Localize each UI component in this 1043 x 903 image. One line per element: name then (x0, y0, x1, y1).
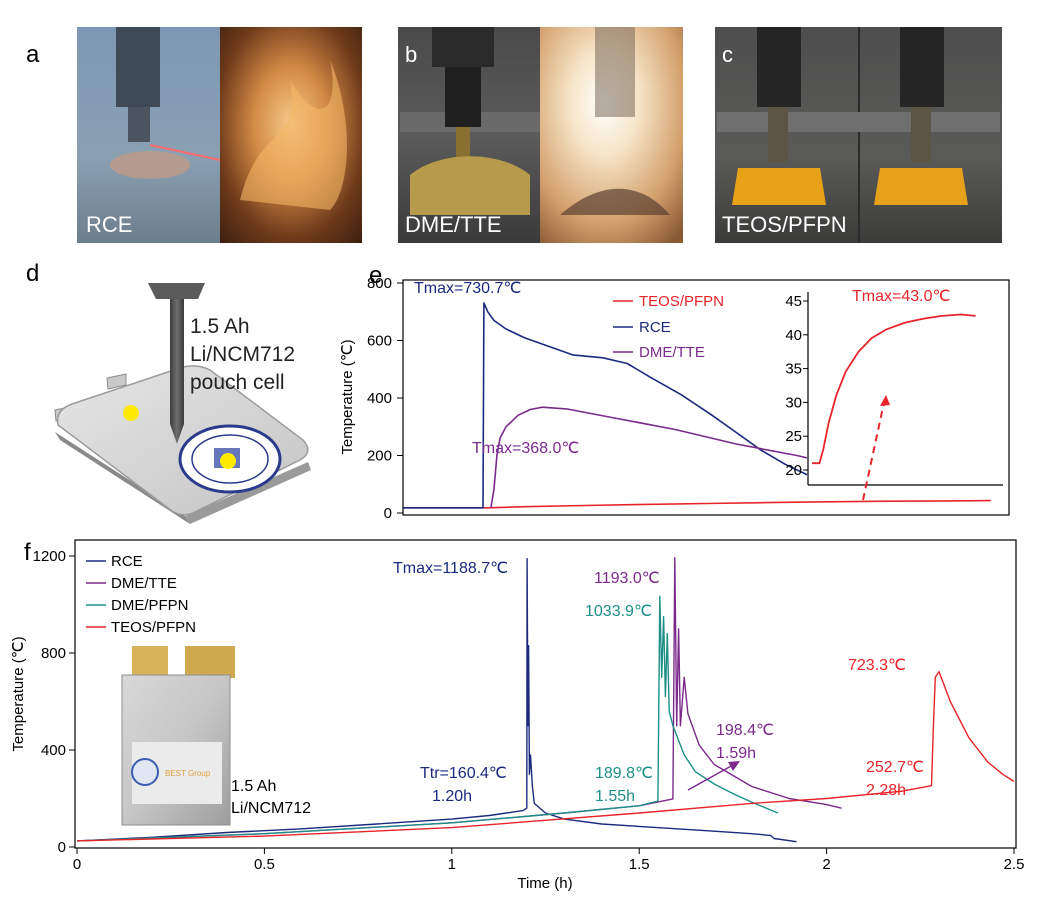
inset-ytick-label: 35 (785, 361, 802, 378)
chart-f-ytick-label: 400 (41, 742, 66, 759)
pouch-tab-left (132, 646, 168, 678)
plate-edge-left (55, 432, 190, 524)
chart-f-legend: RCE DME/TTE DME/PFPN TEOS/PFPN (86, 553, 196, 636)
cell-label-d: 1.5 Ah Li/NCM712 pouch cell (190, 315, 295, 394)
inset-ytick-label: 25 (785, 428, 802, 445)
chart-f-ylabel: Temperature (℃) (10, 636, 27, 751)
annotation-f-teos-pfpn-ttr: 252.7℃ (866, 759, 924, 776)
annotation-f-rce-time: 1.20h (432, 788, 472, 805)
chart-f-xtick-label: 2 (822, 856, 830, 873)
chart-e: e 0 200 400 600 800 Temperature (℃) TEOS/PFP… (339, 262, 1010, 522)
chart-f-xtick-label: 1 (448, 856, 456, 873)
photo-panel-b: b DME/TTE (398, 27, 683, 243)
annotation-f-dme-pfpn-time: 1.55h (595, 788, 635, 805)
annotation-f-teos-pfpn-tmax: 723.3℃ (848, 657, 906, 674)
chart-e-ytick-label: 200 (367, 448, 392, 465)
panel-label-e: e (369, 262, 382, 289)
chart-f-xtick-label: 2.5 (1004, 856, 1025, 873)
annotation-e-dme-tte-tmax: Tmax=368.0℃ (472, 440, 579, 457)
cell-label-f-chemistry: Li/NCM712 (231, 800, 311, 817)
chart-f-line-dme-pfpn (76, 595, 779, 842)
pouch-tab-right (185, 646, 235, 678)
photo-panel-c: c TEOS/PFPN (715, 27, 1002, 243)
inset-ytick-label: 20 (785, 462, 802, 479)
chart-f-xtick-label: 0.5 (254, 856, 275, 873)
chart-e-line-rce (403, 302, 828, 509)
chart-f-ytick-label: 1200 (33, 548, 66, 565)
chart-e-ytick-label: 0 (384, 505, 392, 522)
annotation-f-dme-pfpn-ttr: 189.8℃ (595, 765, 653, 782)
legend-f-rce: RCE (111, 553, 143, 570)
dme-tte-pointer-arrowhead (728, 761, 740, 771)
chart-e-ytick-label: 400 (367, 390, 392, 407)
legend-f-teos-pfpn: TEOS/PFPN (111, 619, 196, 636)
chart-f-frame (74, 539, 1017, 849)
chart-f-line-teos-pfpn (76, 670, 1015, 842)
inset-line-teos-pfpn (812, 313, 976, 465)
chart-f-xtick-label: 1.5 (629, 856, 650, 873)
legend-e-rce: RCE (639, 319, 671, 336)
chart-e-ylabel: Temperature (℃) (339, 339, 356, 454)
caption-dme-tte: DME/TTE (405, 212, 502, 237)
inset-ytick-label: 40 (785, 327, 802, 344)
dme-tte-pointer-arrow (687, 764, 734, 791)
plate-edge-right (185, 462, 311, 524)
caption-teos-pfpn: TEOS/PFPN (722, 212, 847, 237)
pouch-sticker-logo (131, 758, 159, 786)
probe-dot-2 (220, 453, 236, 469)
chart-f-ytick-label: 0 (58, 839, 66, 856)
chart-f: f 0 400 800 1200 0 0.5 1 1.5 2 2.5 Temperature (… (10, 539, 1024, 892)
probe-dot-1 (123, 405, 139, 421)
legend-f-dme-pfpn: DME/PFPN (111, 597, 189, 614)
annotation-f-dme-tte-ttr: 198.4℃ (716, 722, 774, 739)
annotation-e-inset-tmax: Tmax=43.0℃ (852, 288, 950, 305)
panel-label-a: a (26, 41, 40, 68)
cell-label-f-capacity: 1.5 Ah (231, 778, 276, 795)
annotation-f-rce-tmax: Tmax=1188.7℃ (393, 560, 508, 577)
cell-capacity: 1.5 Ah (190, 315, 250, 338)
inset-ytick-label: 45 (785, 293, 802, 310)
schematic-panel-d: d 1.5 Ah Li/NCM712 pouch cell (26, 260, 311, 524)
pouch-cell-photo: BEST Group (121, 646, 235, 826)
annotation-f-rce-ttr: Ttr=160.4℃ (420, 765, 507, 782)
panel-label-d: d (26, 260, 39, 287)
pouch-sticker-text: BEST Group (165, 769, 211, 778)
panel-label-c: c (722, 42, 733, 67)
chart-e-ytick-label: 800 (367, 275, 392, 292)
legend-f-dme-tte: DME/TTE (111, 575, 177, 592)
cell-type: pouch cell (190, 371, 285, 394)
annotation-e-rce-tmax: Tmax=730.7℃ (414, 280, 521, 297)
chart-e-legend: TEOS/PFPN RCE DME/TTE (613, 293, 724, 361)
tab-top (106, 373, 127, 390)
annotation-f-teos-pfpn-time: 2.28h (866, 782, 906, 799)
cell-chemistry: Li/NCM712 (190, 343, 295, 366)
legend-e-teos-pfpn: TEOS/PFPN (639, 293, 724, 310)
annotation-f-dme-tte-tmax: 1193.0℃ (594, 570, 660, 587)
inset-pointer-arrow (862, 397, 886, 501)
annotation-f-dme-pfpn-tmax: 1033.9℃ (585, 603, 652, 620)
chart-f-xlabel: Time (h) (517, 875, 572, 892)
inset-background (807, 287, 1003, 487)
chart-f-line-rce (76, 558, 797, 843)
chart-e-ytick-label: 600 (367, 333, 392, 350)
panel-label-f: f (24, 539, 31, 566)
legend-e-dme-tte: DME/TTE (639, 344, 705, 361)
panel-label-b: b (405, 42, 417, 67)
annotation-f-dme-tte-time: 1.59h (716, 745, 756, 762)
chart-f-xtick-label: 0 (73, 856, 81, 873)
inset-ytick-label: 30 (785, 394, 802, 411)
inset-pointer-arrowhead (880, 395, 890, 406)
nail (170, 299, 184, 444)
chart-e-line-dme-tte (490, 406, 888, 508)
nail-holder (148, 283, 205, 299)
photo-panel-a: a RCE (26, 27, 362, 243)
chart-f-ytick-label: 800 (41, 645, 66, 662)
caption-rce: RCE (86, 212, 132, 237)
chart-e-inset: 20 25 30 35 40 45 Tmax=43.0℃ (785, 287, 1003, 487)
